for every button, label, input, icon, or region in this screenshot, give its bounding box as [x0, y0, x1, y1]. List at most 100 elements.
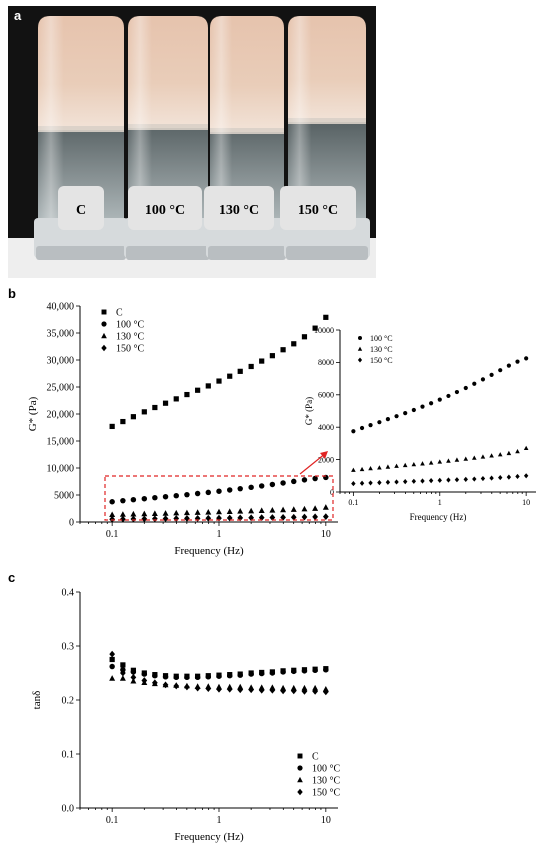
- data-point: [141, 510, 148, 517]
- vial: [34, 16, 128, 260]
- y-tick-label: 8000: [318, 358, 334, 367]
- data-point: [472, 476, 477, 482]
- legend-entry: 150 °C: [297, 788, 340, 799]
- x-tick-label: 0.1: [348, 498, 358, 507]
- data-point: [322, 688, 329, 696]
- data-point: [258, 483, 265, 489]
- data-point: [437, 397, 442, 402]
- data-point: [248, 507, 255, 514]
- data-point: [258, 514, 265, 522]
- vial-label: 100 °C: [128, 186, 202, 230]
- data-point: [428, 478, 434, 484]
- data-point: [312, 667, 318, 674]
- data-point: [420, 478, 425, 484]
- data-point: [394, 479, 399, 485]
- data-point: [359, 480, 365, 486]
- data-point: [194, 514, 201, 522]
- data-point: [216, 508, 222, 515]
- series: [109, 314, 329, 430]
- data-point: [446, 477, 451, 483]
- data-point: [437, 477, 442, 483]
- data-point: [248, 363, 254, 370]
- data-point: [141, 409, 147, 415]
- zoom-arrow-head: [320, 451, 328, 459]
- data-point: [216, 488, 222, 494]
- legend-label: 100 °C: [370, 334, 393, 343]
- data-point: [120, 497, 126, 504]
- data-point: [184, 391, 190, 398]
- y-tick-label: 0.0: [62, 804, 75, 815]
- data-point: [173, 674, 179, 681]
- data-point: [269, 670, 276, 676]
- legend-label: 130 °C: [312, 776, 340, 787]
- data-point: [297, 765, 303, 771]
- y-axis-label: G* (Pa): [27, 396, 39, 431]
- data-point: [184, 683, 190, 691]
- legend: 100 °C 130 °C 150 °C: [357, 334, 393, 365]
- data-point: [280, 513, 286, 521]
- y-tick-label: 4000: [318, 423, 334, 432]
- legend-label: 150 °C: [312, 788, 340, 799]
- data-point: [322, 513, 329, 520]
- data-point: [109, 515, 116, 523]
- data-point: [216, 685, 222, 693]
- data-point: [290, 513, 297, 521]
- y-tick-label: 6000: [318, 391, 334, 400]
- data-point: [109, 499, 115, 505]
- series: [109, 663, 329, 681]
- data-point: [323, 667, 329, 673]
- data-point: [280, 669, 286, 675]
- data-point: [290, 687, 297, 695]
- data-point: [437, 459, 443, 464]
- data-point: [109, 663, 115, 670]
- legend-entry: 130 °C: [297, 776, 340, 787]
- data-point: [226, 672, 233, 679]
- data-point: [227, 373, 233, 379]
- data-point: [291, 341, 297, 347]
- data-point: [269, 481, 276, 488]
- series: [109, 474, 329, 505]
- x-tick-label: 1: [438, 498, 442, 507]
- data-point: [195, 387, 201, 393]
- data-point: [173, 396, 179, 402]
- y-tick-label: 30,000: [47, 356, 75, 367]
- data-point: [312, 475, 318, 482]
- vial-label: 150 °C: [280, 186, 356, 230]
- y-tick-label: 10000: [314, 326, 334, 335]
- data-point: [524, 356, 529, 361]
- data-point: [205, 489, 212, 496]
- legend-label: C: [116, 308, 123, 319]
- data-point: [301, 334, 308, 340]
- data-point: [194, 674, 201, 681]
- vial-label-text: C: [76, 203, 86, 218]
- data-point: [471, 455, 477, 460]
- data-point: [173, 515, 180, 522]
- x-tick-label: 10: [522, 498, 530, 507]
- data-point: [205, 674, 212, 680]
- data-point: [119, 675, 126, 681]
- data-point: [151, 510, 158, 516]
- legend-entry: 100 °C: [297, 764, 340, 775]
- data-point: [237, 686, 244, 694]
- data-point: [385, 479, 391, 485]
- data-point: [120, 418, 126, 425]
- data-point: [130, 515, 137, 523]
- y-tick-label: 0.1: [62, 750, 75, 761]
- data-point: [162, 510, 169, 516]
- data-point: [269, 353, 275, 359]
- data-point: [291, 668, 297, 675]
- data-point: [258, 507, 265, 513]
- data-point: [109, 423, 115, 430]
- data-point: [515, 473, 520, 480]
- data-point: [446, 393, 451, 399]
- data-point: [297, 753, 303, 759]
- x-tick-label: 10: [321, 815, 331, 826]
- data-point: [377, 480, 382, 486]
- data-point: [162, 493, 169, 500]
- y-tick-label: 15,000: [47, 437, 75, 448]
- y-tick-label: 0: [330, 488, 334, 497]
- data-point: [226, 514, 233, 522]
- series: [351, 445, 529, 472]
- data-point: [394, 414, 399, 419]
